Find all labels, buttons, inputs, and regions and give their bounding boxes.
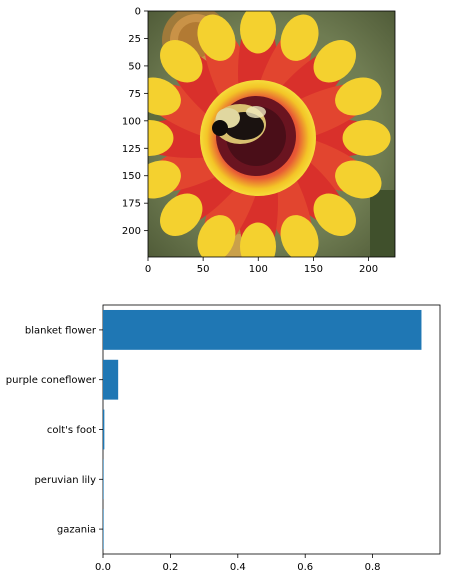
image-x-tick-label: 200 <box>359 264 378 275</box>
image-y-tick-label: 75 <box>128 89 141 100</box>
image-y-tick-label: 0 <box>135 7 141 18</box>
image-y-ticks: 0 25 50 75 100 125 150 175 200 <box>122 7 148 237</box>
bar-category-label: gazania <box>57 525 96 536</box>
bar-category-label: peruvian lily <box>34 475 96 486</box>
petal-tip <box>160 40 203 83</box>
petal-tip <box>335 77 382 116</box>
image-y-tick-label: 200 <box>122 226 141 237</box>
petal-tip <box>342 120 391 156</box>
petal-tip <box>313 193 356 236</box>
bar-category-label: purple coneflower <box>6 375 97 386</box>
image-y-tick-label: 25 <box>128 34 141 45</box>
bar <box>103 509 104 550</box>
image-x-tick-label: 100 <box>249 264 268 275</box>
petal-tip <box>148 160 181 199</box>
bar-chart-panel: blanket flower purple coneflower colt's fo… <box>6 304 441 573</box>
bar-category-label: blanket flower <box>25 325 97 336</box>
petal-tip <box>240 11 276 54</box>
bar-x-tick-label: 0.0 <box>95 562 111 573</box>
image-y-tick-label: 100 <box>122 116 141 127</box>
petal-tip <box>313 40 356 83</box>
petal-tip <box>280 215 319 257</box>
bar-series <box>103 309 422 550</box>
bar-x-ticks: 0.0 0.2 0.4 0.6 0.8 <box>95 554 381 573</box>
image-x-ticks: 0 50 100 150 200 <box>145 257 378 275</box>
bar <box>103 409 105 450</box>
petal-tip <box>148 120 174 156</box>
image-y-tick-label: 50 <box>128 61 141 72</box>
bar-x-tick-label: 0.2 <box>162 562 178 573</box>
petal-tip <box>240 222 276 257</box>
image-panel: 0 50 100 150 200 0 25 50 75 100 125 150 175 200 <box>122 7 396 275</box>
image-x-tick-label: 150 <box>304 264 323 275</box>
petal-tip <box>160 193 203 236</box>
image-y-tick-label: 150 <box>122 171 141 182</box>
bar <box>103 309 422 350</box>
bar-x-tick-label: 0.8 <box>365 562 381 573</box>
petal-tip <box>280 14 319 61</box>
petal-tip <box>197 14 236 61</box>
flower-photo <box>148 11 395 257</box>
bar-x-tick-label: 0.6 <box>297 562 313 573</box>
petal-tip <box>197 215 236 257</box>
bar <box>103 359 119 400</box>
bar <box>103 459 104 500</box>
petal-tip <box>335 160 382 199</box>
image-y-tick-label: 175 <box>122 199 141 210</box>
petal-tip <box>148 77 181 116</box>
image-x-tick-label: 50 <box>197 264 210 275</box>
image-x-tick-label: 0 <box>145 264 151 275</box>
bar-y-ticks: blanket flower purple coneflower colt's fo… <box>6 325 103 536</box>
bar-category-label: colt's foot <box>47 425 96 436</box>
bar-x-tick-label: 0.4 <box>230 562 246 573</box>
image-y-tick-label: 125 <box>122 144 141 155</box>
